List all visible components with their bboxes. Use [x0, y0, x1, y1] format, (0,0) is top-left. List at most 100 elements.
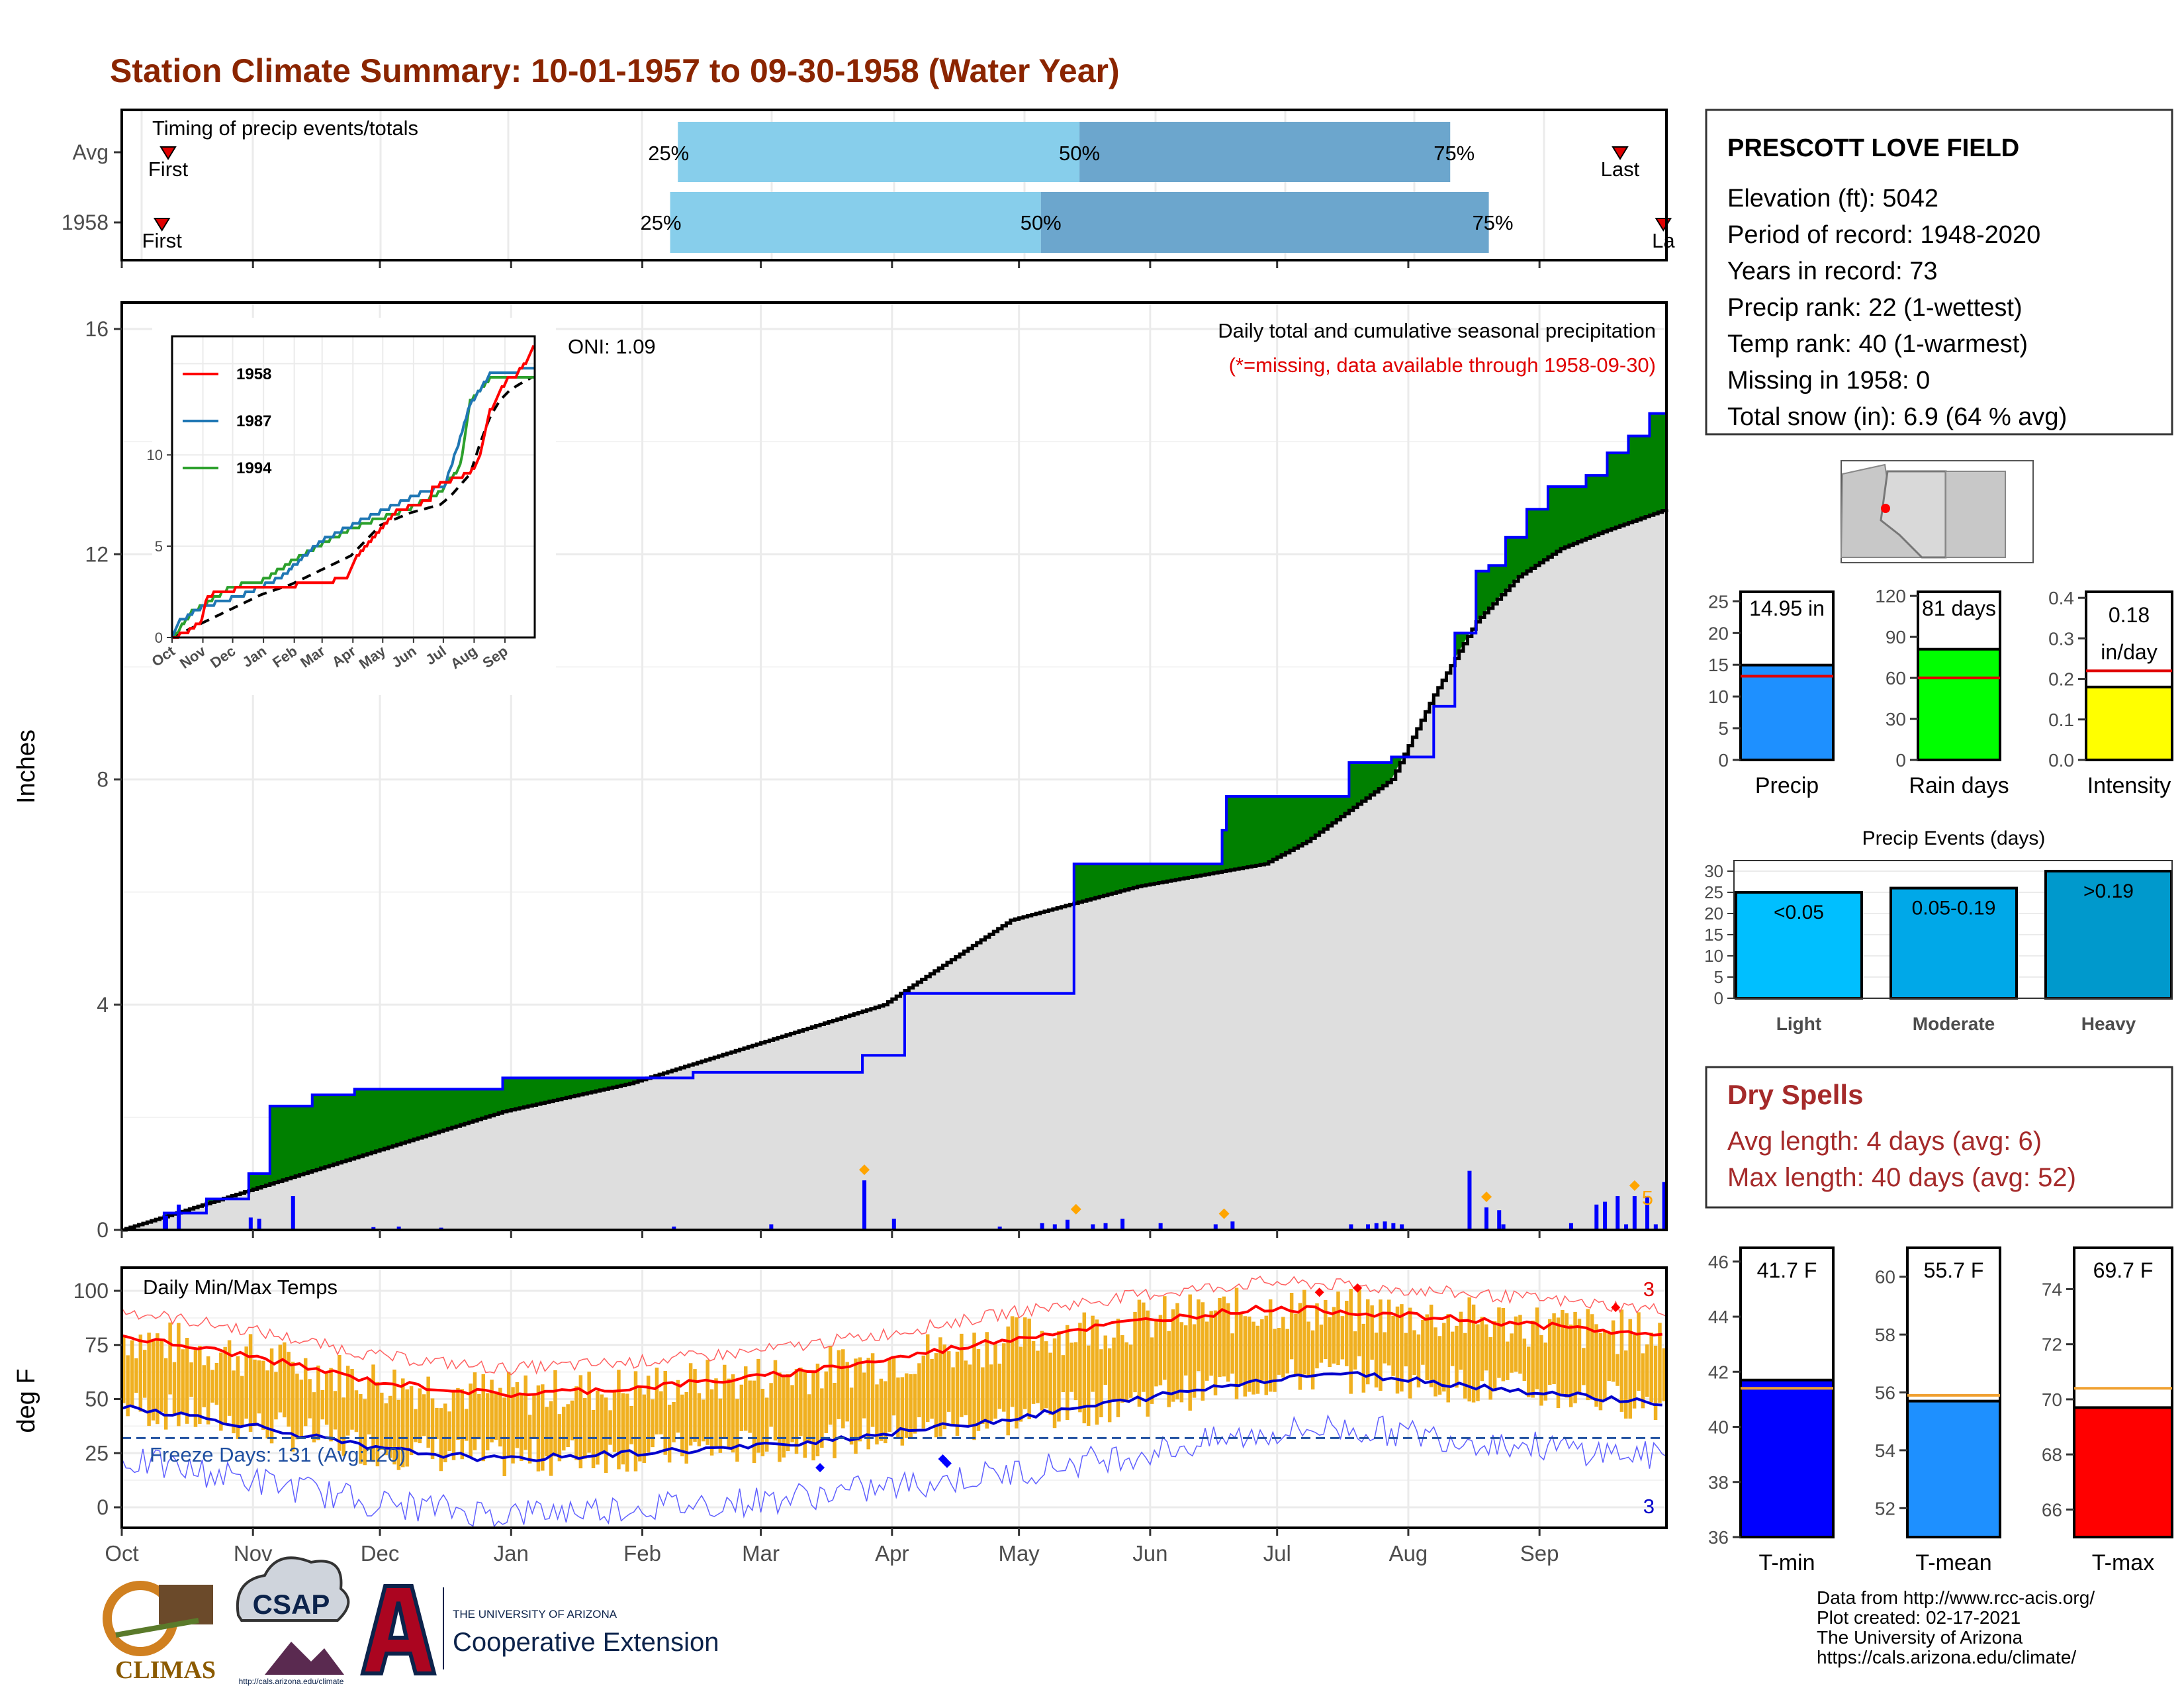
station-info-line: Period of record: 1948-2020: [1727, 221, 2040, 249]
month-label: Feb: [623, 1541, 661, 1566]
daily-precip-bar: [1662, 1182, 1666, 1230]
station-info-line: Missing in 1958: 0: [1727, 367, 1930, 395]
inset-legend-label: 1958: [236, 365, 271, 383]
daily-precip-bar: [1158, 1223, 1163, 1230]
record-max-marker: [1353, 1283, 1363, 1293]
daily-precip-bar: [862, 1180, 867, 1230]
timing-p25: 25%: [641, 211, 682, 234]
intensity-chart-tick-label: 0.0: [2048, 750, 2074, 771]
dry-spells-avg: Avg length: 4 days (avg: 6): [1727, 1127, 2042, 1156]
tmax-chart-value-label: 69.7 F: [2093, 1258, 2154, 1282]
precip-total-chart-value-label: 14.95 in: [1749, 596, 1825, 620]
daily-temp-range-bars: [122, 1288, 1666, 1477]
month-label: Dec: [361, 1541, 400, 1566]
inset-line-1987: [171, 367, 534, 638]
tmax-chart-tick-label: 68: [2042, 1444, 2062, 1465]
intensity-chart: 0.0 0.1 0.2 0.3 0.4 0.18 in/day Intensity: [2048, 588, 2173, 798]
tmean-chart-label: T-mean: [1915, 1550, 1991, 1575]
tmin-chart-tick-label: 36: [1708, 1527, 1729, 1548]
timing-frame: [120, 109, 1668, 261]
timing-p50: 50%: [1059, 142, 1100, 165]
daily-precip-bar: [1230, 1221, 1235, 1230]
precip-total-chart-tick-label: 15: [1708, 655, 1729, 675]
timing-bar-q1: [670, 192, 1041, 253]
record-max-count: 3: [1643, 1278, 1655, 1301]
precip-total-chart-tick-label: 20: [1708, 623, 1729, 643]
events-bar-label: Light: [1776, 1013, 1821, 1034]
daily-precip-bar: [371, 1227, 376, 1230]
daily-precip-bar: [1391, 1223, 1396, 1230]
intensity-chart-value-label-2: in/day: [2101, 640, 2157, 664]
above-average-area: [163, 413, 1666, 1217]
timing-bar-q1: [678, 122, 1080, 182]
daily-precip-bar: [1594, 1204, 1599, 1230]
snow-marker: [859, 1164, 870, 1176]
events-tick-label: 15: [1704, 925, 1723, 945]
csap-logo-mountains: [265, 1642, 344, 1675]
map-neighbor-state-east: [1945, 471, 2006, 558]
timing-panel: Timing of precip events/totals Avg 25% 50% 7…: [62, 109, 1675, 268]
daily-precip-bar: [1632, 1196, 1637, 1230]
dry-spells-max: Max length: 40 days (avg: 52): [1727, 1163, 2076, 1192]
dry-spells-box: [1705, 1066, 2173, 1209]
tmax-chart-value-bar: [2073, 1406, 2173, 1538]
daily-precip-bar: [291, 1196, 295, 1230]
tmin-chart: 36 38 40 42 44 46 41.7 F T-min: [1708, 1246, 1835, 1575]
tmean-chart-tick-label: 58: [1875, 1325, 1895, 1345]
daily-precip-bar: [891, 1218, 896, 1230]
snow-marker: [1218, 1208, 1230, 1219]
month-label: Jul: [1263, 1541, 1291, 1566]
rain-days-chart-tick-label: 90: [1886, 627, 1906, 647]
precip-ytick-label: 16: [85, 317, 109, 341]
events-tick-label: 5: [1714, 967, 1723, 987]
events-bar-value: 0.05-0.19: [1912, 898, 1996, 919]
daily-precip-bar: [1040, 1223, 1044, 1230]
record-min-count: 3: [1643, 1495, 1655, 1518]
tmean-chart-tick-label: 52: [1875, 1498, 1895, 1519]
csap-logo-cloud: [236, 1556, 350, 1622]
timing-row-label: 1958: [62, 211, 109, 234]
daily-precip-bar: [1052, 1224, 1057, 1230]
daily-precip-bar: [1091, 1224, 1095, 1230]
rain-days-chart-tick-label: 60: [1886, 668, 1906, 688]
rain-days-chart-value-bar: [1917, 647, 2001, 761]
temp-title: Daily Min/Max Temps: [143, 1276, 338, 1299]
daily-precip-bar: [1484, 1207, 1489, 1230]
dry-spells-title: Dry Spells: [1727, 1079, 1863, 1110]
events-bar: [1735, 891, 1863, 1000]
month-label: May: [998, 1541, 1040, 1566]
inset-line-1994: [172, 376, 534, 639]
timing-p75: 75%: [1473, 211, 1514, 234]
snow-marker: [1481, 1191, 1492, 1202]
temp-ytick-label: 75: [85, 1333, 109, 1357]
tmean-chart-value-bar: [1906, 1399, 2001, 1539]
station-info-box: [1705, 109, 2173, 436]
inset-ytick-label: 5: [155, 538, 163, 555]
page-title: Station Climate Summary: 10-01-1957 to 0…: [110, 52, 1120, 89]
precip-ytick-label: 12: [85, 542, 109, 566]
precip-frame: [120, 301, 1668, 1231]
footer-line: Plot created: 02-17-2021: [1817, 1607, 2021, 1628]
daily-precip-bar: [1653, 1224, 1658, 1230]
rain-days-chart-tick-label: 30: [1886, 709, 1906, 729]
timing-p75: 75%: [1433, 142, 1475, 165]
temp-ytick-label: 100: [73, 1279, 109, 1303]
rain-days-chart-tick-label: 120: [1875, 586, 1906, 606]
daily-precip-bar: [1569, 1223, 1573, 1230]
precip-total-chart-value-bar: [1739, 663, 1835, 762]
intensity-chart-tick-label: 0.1: [2048, 710, 2074, 730]
daily-precip-bar: [672, 1226, 676, 1230]
precip-total-chart-tick-label: 10: [1708, 686, 1729, 707]
first-marker: [159, 146, 177, 160]
month-label: Aug: [1389, 1541, 1428, 1566]
temp-frame: [120, 1266, 1668, 1529]
avg-max-line: [121, 1304, 1662, 1399]
precip-ytick-label: 0: [97, 1218, 109, 1242]
daily-precip-bar: [997, 1226, 1002, 1230]
ua-logo-small-text: THE UNIVERSITY OF ARIZONA: [453, 1608, 617, 1620]
csap-logo-text: CSAP: [253, 1589, 330, 1620]
precip-ytick-label: 4: [97, 993, 109, 1017]
events-bar: [2044, 870, 2173, 1000]
daily-precip-bar: [1603, 1201, 1608, 1230]
record-min-marker: [942, 1458, 952, 1468]
